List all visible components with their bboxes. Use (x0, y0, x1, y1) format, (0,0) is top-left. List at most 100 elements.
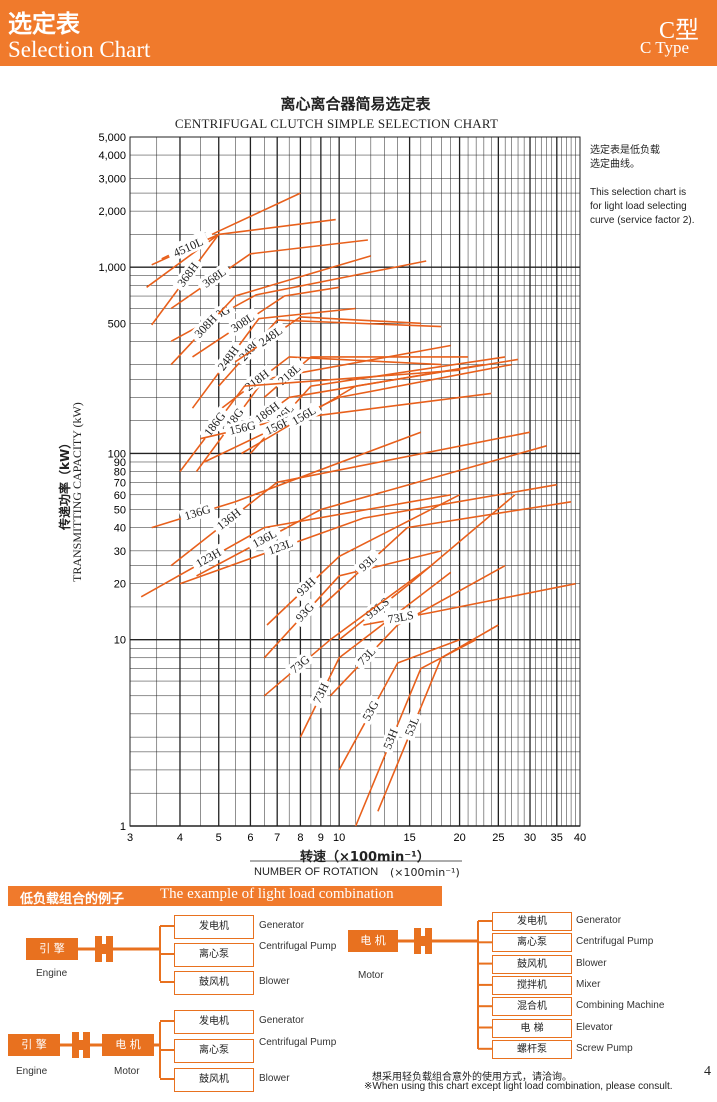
curve-label-73ls: 73LS (382, 607, 419, 628)
curve-53g (338, 638, 460, 771)
curve-label-bg (285, 400, 323, 431)
note-en: This selection chart is for light load s… (590, 186, 710, 228)
equipment-label: Generator (576, 915, 622, 926)
y-tick-label: 90 (114, 457, 126, 469)
curve-368l (170, 239, 368, 310)
equipment-box: 发电机 (174, 915, 254, 939)
equipment-box: 搅拌机 (492, 975, 572, 995)
y-tick-label: 50 (114, 505, 126, 517)
curve-156l (241, 358, 519, 455)
curve-label-bg (357, 695, 384, 727)
curve-label-bg (166, 232, 211, 263)
curve-label-bg (223, 417, 262, 439)
curve-248g (218, 319, 442, 387)
curve-label-bg (198, 405, 231, 442)
equipment-box: 螺杆泵 (492, 1039, 572, 1059)
curve-label-bg (171, 256, 204, 293)
y-tick-label: 60 (114, 490, 126, 502)
curve-label-bg (238, 364, 275, 397)
equipment-box: 发电机 (492, 912, 572, 931)
motor-box: 电 机 (348, 930, 398, 952)
y-tick-label: 2,000 (98, 206, 126, 218)
curve-308l (192, 286, 340, 358)
engine-label: Engine (16, 1066, 48, 1077)
motor-label: Motor (358, 970, 384, 981)
curve-label-bg (188, 308, 223, 344)
equipment-label: Generator (259, 920, 305, 931)
x-tick-label: 20 (453, 832, 465, 844)
example-title-en: The example of light load combination (160, 886, 394, 902)
header-type-cn: C型 (658, 18, 699, 44)
curve-186g (179, 369, 460, 472)
y-tick-label: 20 (114, 579, 126, 591)
equipment-label: Mixer (576, 978, 601, 990)
curve-label-bg (261, 534, 300, 560)
y-tick-label: 1 (120, 821, 126, 833)
curve-308h (170, 255, 372, 366)
y-tick-label: 80 (114, 467, 126, 479)
footer-note-cn: 想采用轻负载组合意外的使用方式，请洽询。 (372, 1072, 572, 1083)
curve-label-bg (195, 261, 233, 294)
equipment-box: 鼓风机 (174, 1068, 254, 1092)
selection-chart: 3 4 5 6 7 8 9 10 15 20 25 30 35 40 1 10 20 30 40 50 60708090… (98, 132, 586, 844)
y-tick-label: 30 (114, 546, 126, 558)
curve-73g (263, 564, 432, 697)
y-tick-label: 1,000 (98, 262, 126, 274)
equipment-label: Blower (259, 976, 290, 987)
x-axis-label-en: NUMBER OF ROTATION (254, 866, 379, 878)
curve-73l (329, 564, 506, 697)
y-tick-label: 10 (114, 635, 126, 647)
x-tick-label: 30 (524, 832, 536, 844)
x-axis-label-unit: (×100min⁻¹) (390, 866, 460, 879)
curve-label-text: 73LS (387, 608, 415, 626)
curve-136l (196, 445, 547, 577)
equipment-box: 鼓风机 (174, 971, 254, 995)
x-tick-label: 3 (127, 832, 133, 844)
curve-label-bg (290, 597, 320, 628)
page-number: 4 (704, 1064, 711, 1079)
engine-label: Engine (36, 968, 68, 979)
chart-subtitle: CENTRIFUGAL CLUTCH SIMPLE SELECTION CHAR… (174, 116, 499, 131)
curve-53l (377, 624, 499, 812)
equipment-box: 离心泵 (174, 1039, 254, 1063)
curve-label-bg (291, 571, 321, 602)
curve-label-bg (378, 723, 403, 755)
equipment-label: Centrifugal Pump (259, 941, 337, 952)
curve-73h (299, 571, 452, 738)
note-cn: 选定表是低负载 选定曲线。 (590, 144, 660, 172)
x-tick-label: 40 (574, 832, 586, 844)
curve-label-156g: 156G (223, 417, 262, 439)
engine-box: 引 擎 (26, 938, 78, 960)
y-tick-label: 40 (114, 523, 126, 535)
header-type-en: C Type (639, 38, 689, 57)
curve-93g (263, 550, 442, 659)
curve-label-bg (284, 649, 315, 679)
equipment-box: 混合机 (492, 997, 572, 1017)
note-en-line: for light load selecting (590, 201, 687, 212)
engine-box: 引 擎 (8, 1034, 60, 1056)
note-cn-line: 选定曲线。 (590, 159, 640, 170)
x-tick-label: 9 (318, 832, 324, 844)
curve-label-bg (224, 307, 261, 339)
equipment-label: Centrifugal Pump (259, 1037, 337, 1048)
curve-136h (170, 431, 531, 567)
x-tick-label: 6 (247, 832, 253, 844)
example-title-cn: 低负载组合的例子 (20, 892, 125, 907)
motor-box: 电 机 (102, 1034, 154, 1056)
note-en-line: This selection chart is (590, 187, 687, 198)
curve-53h (354, 638, 477, 827)
motor-label: Motor (114, 1066, 140, 1077)
x-tick-label: 8 (297, 832, 303, 844)
coupling-icon (72, 1032, 90, 1058)
footer-note-en: ※When using this chart except light load… (364, 1081, 673, 1092)
curve-label-bg (189, 543, 228, 573)
x-tick-label: 25 (492, 832, 504, 844)
page-header: 选定表 Selection Chart C型 C Type (0, 0, 717, 66)
equipment-label: Blower (576, 957, 607, 969)
curves: 4510H4510L368H368L308G308H308L248G248H24… (140, 192, 576, 827)
chart-title: 离心离合器简易选定表 (280, 95, 431, 113)
x-tick-label: 10 (333, 832, 345, 844)
curve-label-bg (252, 320, 289, 353)
curve-label-bg (308, 677, 334, 709)
